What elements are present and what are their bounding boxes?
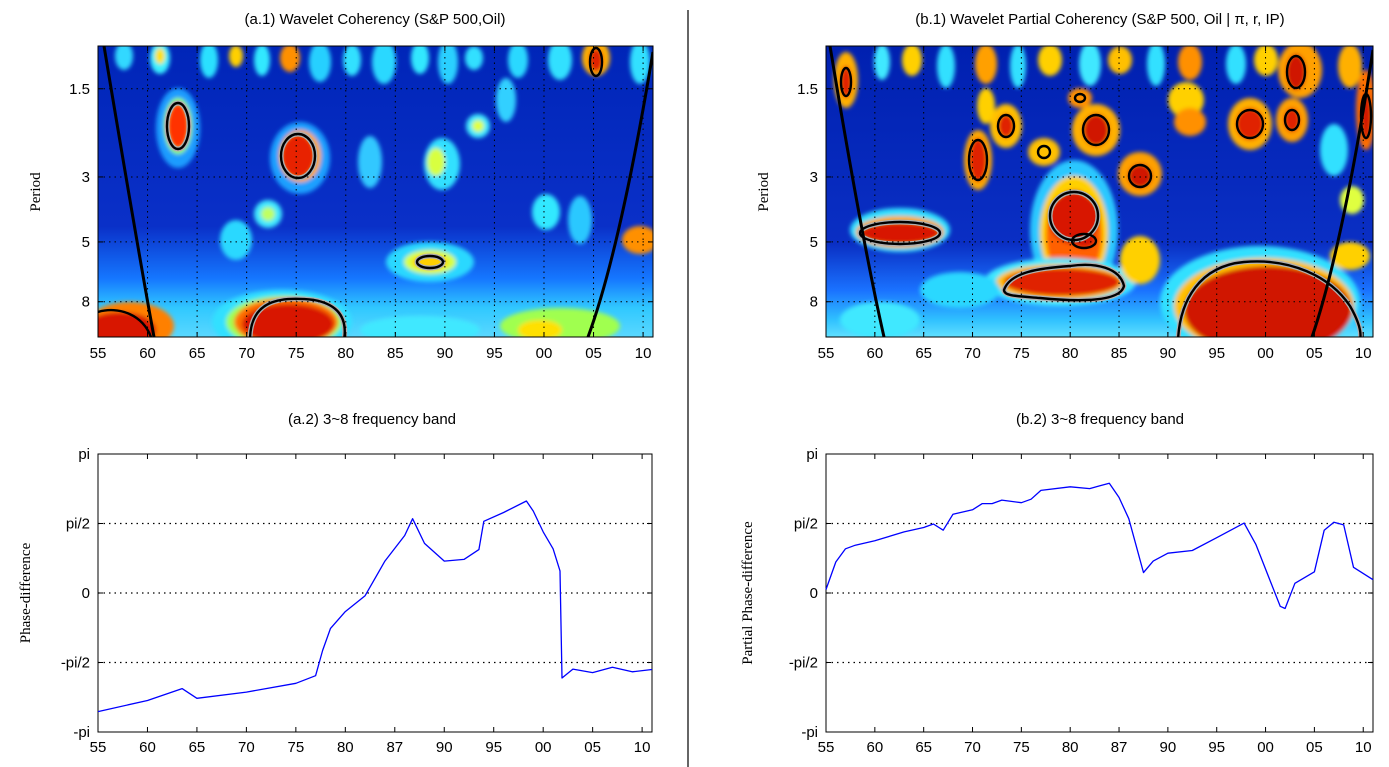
a1-x-tick-label: 00 [536, 345, 553, 362]
a1-heatmap [98, 46, 653, 337]
b2-y-tick-label: -pi [801, 724, 818, 741]
b2-phase-line [825, 482, 1374, 610]
a1-x-tick-label: 95 [486, 345, 503, 362]
panel-b1: (b.1) Wavelet Partial Coherency (S&P 500… [756, 11, 1374, 362]
panel-a1: (a.1) Wavelet Coherency (S&P 500,Oil) Pe… [28, 11, 654, 362]
b1-title: (b.1) Wavelet Partial Coherency (S&P 500… [915, 11, 1284, 28]
b1-x-tick-label: 70 [964, 345, 981, 362]
a2-x-tick-label: 70 [238, 739, 255, 756]
b1-x-tick-label: 95 [1208, 345, 1225, 362]
b1-x-tick-label: 10 [1355, 345, 1372, 362]
b1-top-blobs [834, 46, 1373, 150]
b1-x-tick-label: 85 [1111, 345, 1128, 362]
a1-x-tick-label: 65 [189, 345, 206, 362]
b1-grid [826, 46, 1373, 337]
a2-title: (a.2) 3~8 frequency band [288, 411, 456, 428]
a2-x-tick-label: 95 [485, 739, 502, 756]
b1-cone-right [1310, 49, 1373, 337]
b1-x-tick-label: 90 [1160, 345, 1177, 362]
a2-x-tick-label: 55 [90, 739, 107, 756]
b1-x-tick-label: 65 [915, 345, 932, 362]
b1-y-tick-label: 8 [810, 294, 818, 311]
a2-x-tick-label: 65 [189, 739, 206, 756]
b2-x-tick-label: 87 [1111, 739, 1128, 756]
a1-x-tick-label: 70 [238, 345, 255, 362]
b1-x-tick-label: 55 [818, 345, 835, 362]
panel-a2: (a.2) 3~8 frequency band Phase-differenc… [18, 411, 653, 756]
a1-x-tick-label: 60 [139, 345, 156, 362]
a1-x-tick-label: 80 [337, 345, 354, 362]
a1-x-tick-label: 90 [437, 345, 454, 362]
a1-x-tick-label: 55 [90, 345, 107, 362]
a2-y-tick-label: pi/2 [66, 516, 90, 533]
b1-x-tick-label: 05 [1306, 345, 1323, 362]
b1-y-tick-label: 5 [810, 234, 818, 251]
b2-y-tick-label: pi/2 [794, 516, 818, 533]
a2-x-tick-label: 87 [386, 739, 403, 756]
a1-axis-ticks: 55 60 65 70 75 80 85 90 95 00 05 10 1.5 3 5 8 [69, 46, 653, 362]
b1-heatmap [826, 46, 1373, 337]
a1-y-tick-label: 3 [82, 169, 90, 186]
a1-ylabel: Period [28, 172, 44, 212]
b1-contours [839, 54, 1373, 337]
b2-x-tick-label: 05 [1306, 739, 1323, 756]
b2-x-tick-label: 10 [1355, 739, 1372, 756]
b2-ylabel: Partial Phase-difference [740, 521, 756, 665]
b1-x-tick-label: 60 [866, 345, 883, 362]
b2-x-tick-label: 90 [1160, 739, 1177, 756]
b2-x-tick-label: 55 [818, 739, 835, 756]
b2-x-tick-label: 00 [1257, 739, 1274, 756]
a2-x-tick-label: 05 [584, 739, 601, 756]
a1-contours [98, 46, 604, 337]
a2-x-tick-label: 10 [634, 739, 651, 756]
b2-y-tick-label: 0 [810, 585, 818, 602]
b2-x-tick-label: 95 [1208, 739, 1225, 756]
a1-x-tick-label: 85 [387, 345, 404, 362]
a2-y-tick-label: -pi [73, 724, 90, 741]
b2-axis-ticks: 55 60 65 70 75 80 87 90 95 00 05 10 -pi -pi/2 0 pi/2 pi [789, 446, 1373, 756]
a1-x-tick-label: 75 [288, 345, 305, 362]
b2-series [825, 482, 1374, 610]
b2-y-tick-label: -pi/2 [789, 655, 818, 672]
a2-x-tick-label: 00 [535, 739, 552, 756]
b1-x-tick-label: 00 [1257, 345, 1274, 362]
a1-cone-right [586, 51, 653, 337]
a1-x-tick-label: 05 [585, 345, 602, 362]
a1-top-blobs [115, 46, 650, 84]
a1-grid [98, 46, 653, 337]
a2-ylabel: Phase-difference [18, 542, 34, 643]
a1-title: (a.1) Wavelet Coherency (S&P 500,Oil) [245, 11, 506, 28]
b1-axis-ticks: 55 60 65 70 75 80 85 90 95 00 05 10 1.5 3 5 8 [797, 46, 1373, 362]
a1-x-tick-label: 10 [635, 345, 652, 362]
a2-y-tick-label: pi [78, 446, 90, 463]
b2-x-tick-label: 80 [1062, 739, 1079, 756]
a2-x-tick-label: 90 [436, 739, 453, 756]
b2-x-tick-label: 75 [1013, 739, 1030, 756]
a1-y-tick-label: 8 [82, 294, 90, 311]
panel-b2: (b.2) 3~8 frequency band Partial Phase-d… [740, 411, 1374, 756]
a2-y-tick-label: 0 [82, 585, 90, 602]
b1-y-tick-label: 3 [810, 169, 818, 186]
a2-x-tick-label: 75 [288, 739, 305, 756]
a1-y-tick-label: 5 [82, 234, 90, 251]
a2-axis-ticks: 55 60 65 70 75 80 87 90 95 00 05 10 -pi -pi/2 0 pi/2 pi [61, 446, 652, 756]
a2-phase-line [97, 500, 653, 713]
b1-ylabel: Period [756, 172, 772, 212]
b2-title: (b.2) 3~8 frequency band [1016, 411, 1184, 428]
b2-x-tick-label: 70 [964, 739, 981, 756]
b2-x-tick-label: 60 [866, 739, 883, 756]
a2-series [97, 500, 653, 713]
a2-y-tick-label: -pi/2 [61, 655, 90, 672]
b1-x-tick-label: 80 [1062, 345, 1079, 362]
a1-y-tick-label: 1.5 [69, 81, 90, 98]
a2-x-tick-label: 80 [337, 739, 354, 756]
b2-x-tick-label: 65 [915, 739, 932, 756]
b1-y-tick-label: 1.5 [797, 81, 818, 98]
b2-y-tick-label: pi [806, 446, 818, 463]
a2-x-tick-label: 60 [139, 739, 156, 756]
b1-x-tick-label: 75 [1013, 345, 1030, 362]
a1-cone-left [102, 46, 156, 337]
b1-cone-left [828, 46, 886, 337]
